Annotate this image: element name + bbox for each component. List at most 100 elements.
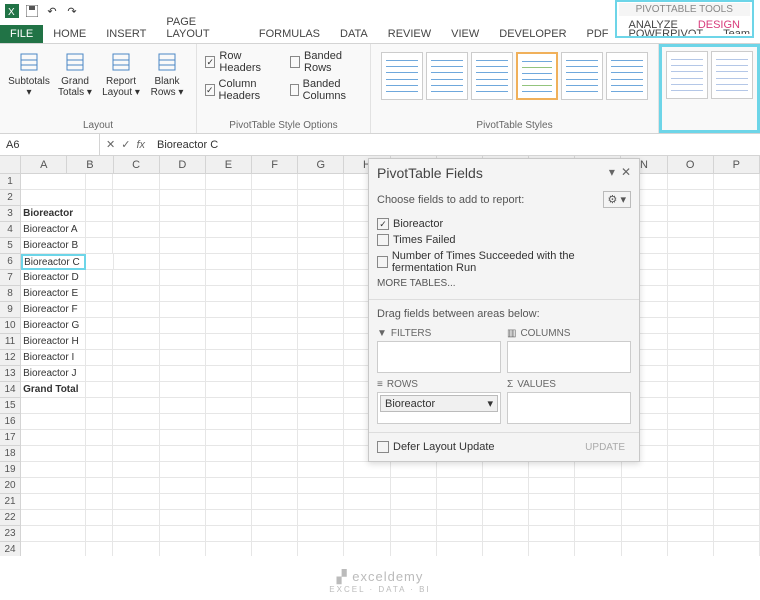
cell[interactable]: [575, 526, 621, 542]
chevron-down-icon[interactable]: ▾: [487, 397, 493, 410]
cell[interactable]: [160, 334, 206, 350]
cell[interactable]: [714, 318, 760, 334]
cell[interactable]: [160, 174, 206, 190]
cell[interactable]: [113, 238, 159, 254]
cell[interactable]: [113, 398, 159, 414]
area-values[interactable]: ΣVALUES: [507, 379, 631, 424]
row-field-item[interactable]: Bioreactor▾: [380, 395, 498, 412]
cell[interactable]: [21, 462, 86, 478]
row-header[interactable]: 23: [0, 526, 21, 542]
cell[interactable]: [391, 526, 437, 542]
cell[interactable]: [86, 222, 113, 238]
cell[interactable]: [575, 494, 621, 510]
row-header[interactable]: 14: [0, 382, 21, 398]
cell[interactable]: [252, 238, 298, 254]
cell[interactable]: Grand Total: [21, 382, 86, 398]
cell[interactable]: [113, 430, 159, 446]
column-header[interactable]: F: [252, 156, 298, 173]
cell[interactable]: [298, 286, 344, 302]
cell[interactable]: [252, 302, 298, 318]
row-header[interactable]: 4: [0, 222, 21, 238]
area-rows[interactable]: ≡ROWS Bioreactor▾: [377, 379, 501, 424]
cell[interactable]: [714, 302, 760, 318]
worksheet[interactable]: ABCDEFGHIJKLMNOP 123Bioreactor▼4Bioreact…: [0, 156, 760, 556]
cell[interactable]: [391, 510, 437, 526]
cell[interactable]: [714, 542, 760, 556]
cancel-icon[interactable]: ✕: [106, 138, 115, 151]
cell[interactable]: [252, 190, 298, 206]
row-header[interactable]: 1: [0, 174, 21, 190]
cell[interactable]: [113, 382, 159, 398]
row-header[interactable]: 2: [0, 190, 21, 206]
cell[interactable]: [668, 478, 714, 494]
cell[interactable]: [668, 238, 714, 254]
cell[interactable]: [298, 462, 344, 478]
cell[interactable]: [252, 462, 298, 478]
column-header[interactable]: G: [298, 156, 344, 173]
cell[interactable]: [714, 414, 760, 430]
row-header[interactable]: 20: [0, 478, 21, 494]
row-header[interactable]: 8: [0, 286, 21, 302]
tab-developer[interactable]: DEVELOPER: [489, 25, 576, 43]
cell[interactable]: [298, 478, 344, 494]
cell[interactable]: [86, 510, 113, 526]
cell[interactable]: [206, 350, 252, 366]
cell[interactable]: [21, 510, 86, 526]
cell[interactable]: [298, 238, 344, 254]
gear-icon[interactable]: ⚙ ▾: [603, 191, 631, 208]
cell[interactable]: [714, 462, 760, 478]
cell[interactable]: [298, 334, 344, 350]
cell[interactable]: [86, 254, 113, 270]
cell[interactable]: [298, 414, 344, 430]
cell[interactable]: [206, 478, 252, 494]
cell[interactable]: [252, 478, 298, 494]
cell[interactable]: Bioreactor H: [21, 334, 86, 350]
style-swatch[interactable]: [561, 52, 603, 100]
banded-columns-checkbox[interactable]: Banded Columns: [290, 76, 362, 104]
cell[interactable]: Bioreactor E: [21, 286, 86, 302]
column-header[interactable]: B: [67, 156, 113, 173]
cell[interactable]: [714, 494, 760, 510]
fx-icon[interactable]: fx: [136, 139, 145, 151]
cell[interactable]: [206, 526, 252, 542]
cell[interactable]: [113, 350, 159, 366]
cell[interactable]: [113, 414, 159, 430]
tab-formulas[interactable]: FORMULAS: [249, 25, 330, 43]
cell[interactable]: [622, 462, 668, 478]
cell[interactable]: [252, 254, 298, 270]
cell[interactable]: [483, 478, 529, 494]
cell[interactable]: [160, 526, 206, 542]
formula-bar[interactable]: Bioreactor C: [151, 137, 760, 153]
cell[interactable]: [529, 462, 575, 478]
cell[interactable]: [113, 446, 159, 462]
cell[interactable]: [21, 542, 86, 556]
cell[interactable]: [206, 510, 252, 526]
cell[interactable]: [437, 510, 483, 526]
cell[interactable]: [86, 542, 113, 556]
row-header[interactable]: 6: [0, 254, 21, 270]
tab-page-layout[interactable]: PAGE LAYOUT: [156, 13, 249, 43]
cell[interactable]: [529, 494, 575, 510]
row-header[interactable]: 9: [0, 302, 21, 318]
cell[interactable]: [483, 494, 529, 510]
column-header[interactable]: C: [114, 156, 160, 173]
cell[interactable]: [113, 334, 159, 350]
cell[interactable]: [714, 286, 760, 302]
cell[interactable]: [86, 430, 113, 446]
cell[interactable]: [252, 318, 298, 334]
cell[interactable]: [252, 494, 298, 510]
cell[interactable]: [21, 174, 86, 190]
cell[interactable]: [344, 478, 390, 494]
tab-home[interactable]: HOME: [43, 25, 96, 43]
cell[interactable]: [391, 494, 437, 510]
cell[interactable]: [483, 510, 529, 526]
cell[interactable]: [206, 542, 252, 556]
cell[interactable]: [114, 254, 160, 270]
cell[interactable]: [206, 334, 252, 350]
column-header[interactable]: P: [714, 156, 760, 173]
cell[interactable]: [714, 526, 760, 542]
cell[interactable]: [113, 494, 159, 510]
cell[interactable]: [21, 190, 86, 206]
cell[interactable]: [160, 302, 206, 318]
cell[interactable]: Bioreactor G: [21, 318, 86, 334]
